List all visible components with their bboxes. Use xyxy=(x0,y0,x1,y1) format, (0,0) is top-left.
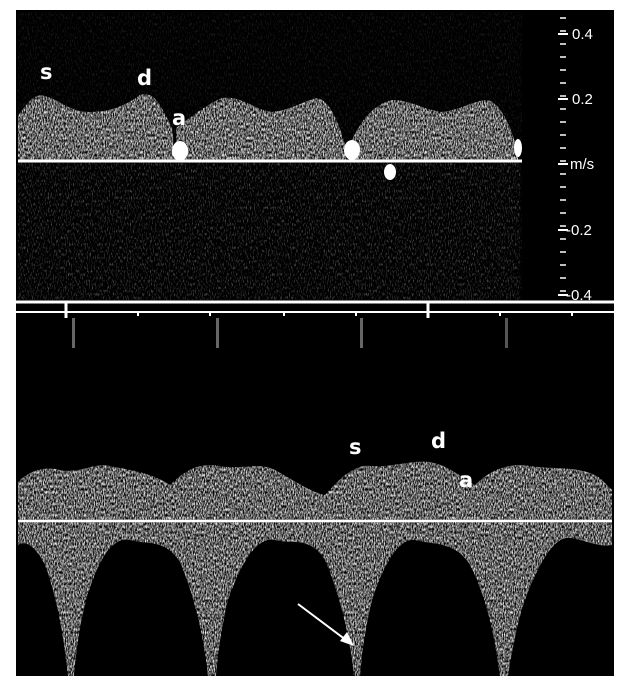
scale-tick-label: -0.4 xyxy=(566,287,592,304)
velocity-scale: 0.4 0.2 m/s -0.2 -0.4 xyxy=(558,17,594,304)
top-waveform-negative xyxy=(18,162,520,300)
faint-mark xyxy=(72,318,75,348)
arrow-annotation xyxy=(297,603,354,646)
scale-tick-label: -0.2 xyxy=(566,222,592,239)
bottom-label-d: d xyxy=(431,429,446,453)
panel-divider xyxy=(16,300,614,318)
faint-mark xyxy=(216,318,219,348)
top-bright-spot xyxy=(514,139,522,157)
top-bright-spot xyxy=(384,164,396,180)
scale-unit-label: m/s xyxy=(570,156,594,173)
bottom-label-s: s xyxy=(349,435,362,459)
scale-tick-label: 0.4 xyxy=(572,26,593,43)
faint-mark xyxy=(360,318,363,348)
top-panel: s d a 0.4 0.2 m/s -0.2 -0.4 xyxy=(18,12,594,304)
scale-tick-label: 0.2 xyxy=(572,91,593,108)
faint-mark xyxy=(505,318,508,348)
top-label-d: d xyxy=(137,66,152,90)
top-label-s: s xyxy=(40,60,53,84)
scale-minor-ticks xyxy=(560,17,566,292)
top-label-a: a xyxy=(172,106,186,130)
top-bright-spot xyxy=(344,140,360,160)
bottom-label-a: a xyxy=(459,468,473,492)
top-bright-spot xyxy=(172,141,188,161)
